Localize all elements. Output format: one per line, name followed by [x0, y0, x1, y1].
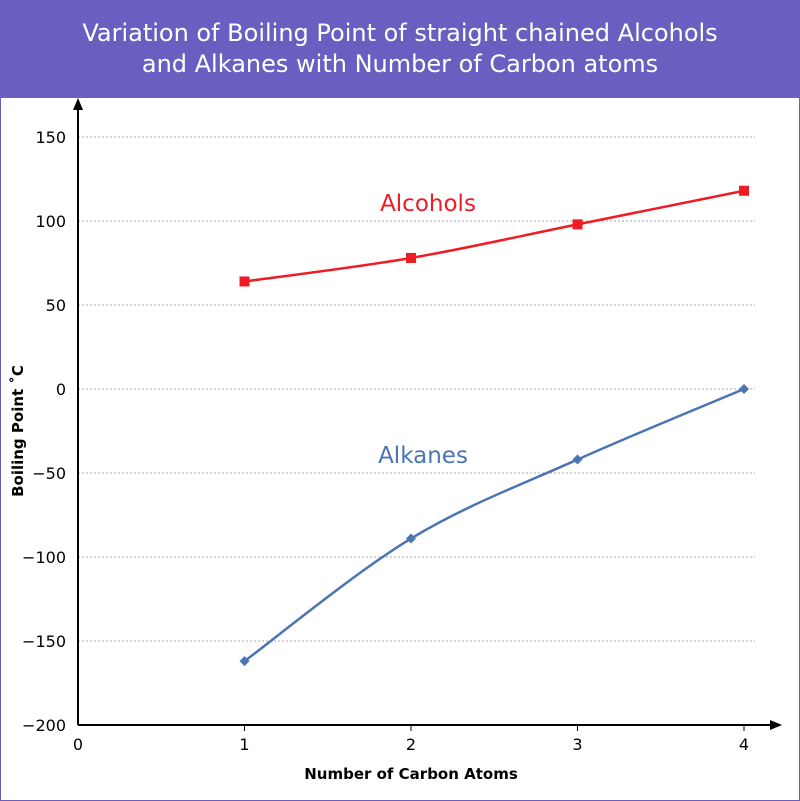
x-tick-label: 1: [239, 735, 249, 754]
y-tick-label: −150: [22, 632, 66, 651]
y-tick-label: 150: [35, 128, 66, 147]
data-point-alcohols: [572, 219, 583, 230]
y-axis-label: Boiling Point ˚C: [9, 365, 27, 497]
data-point-alkanes: [406, 533, 416, 544]
data-point-alcohols: [406, 252, 416, 263]
title-line-1: Variation of Boiling Point of straight c…: [82, 19, 718, 47]
x-tick-label: 4: [739, 735, 749, 754]
x-tick-label: 0: [73, 735, 83, 754]
x-tick-label: 2: [406, 735, 416, 754]
data-point-alcohols: [239, 276, 250, 287]
y-tick-label: 0: [56, 380, 66, 399]
x-tick-label: 3: [572, 735, 582, 754]
title-line-2: and Alkanes with Number of Carbon atoms: [141, 50, 659, 78]
series-label-alkanes: Alkanes: [378, 443, 468, 469]
series-label-alcohols: Alcohols: [380, 191, 476, 217]
y-tick-label: 50: [46, 296, 66, 315]
data-point-alkanes: [572, 454, 583, 465]
x-axis-label: Number of Carbon Atoms: [304, 765, 518, 783]
y-tick-label: −100: [22, 548, 66, 567]
y-tick-label: −50: [32, 464, 66, 483]
data-point-alcohols: [739, 185, 749, 196]
y-tick-label: 100: [35, 212, 66, 231]
data-point-alkanes: [239, 656, 250, 667]
series-line-alcohols: [244, 189, 745, 283]
chart-title: Variation of Boiling Point of straight c…: [0, 0, 800, 98]
x-axis-arrow: [770, 720, 782, 730]
y-axis-arrow: [73, 98, 83, 110]
series-line-alkanes: [243, 387, 745, 663]
data-point-alkanes: [739, 384, 749, 394]
y-tick-label: −200: [22, 716, 66, 735]
